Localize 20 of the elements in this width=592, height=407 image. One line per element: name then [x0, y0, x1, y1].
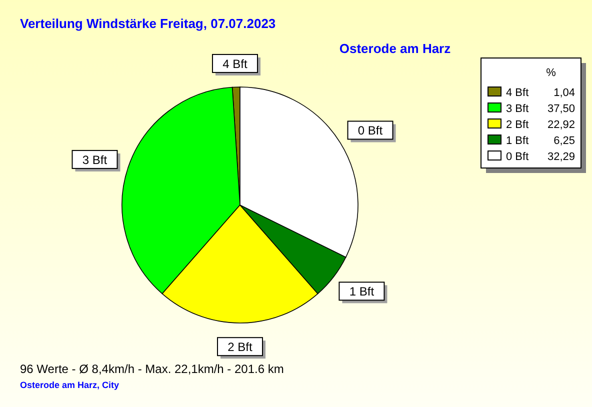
slice-label: 1 Bft [349, 284, 375, 299]
legend-label: 1 Bft [506, 135, 529, 147]
legend-label: 0 Bft [506, 151, 529, 163]
legend-label: 4 Bft [506, 87, 529, 99]
slice-label: 4 Bft [222, 56, 248, 71]
data-label: 6,25 [554, 135, 575, 147]
text: 96 Werte - Ø 8,4km/h - Max. 22,1km/h - 201.6 km [20, 362, 284, 376]
chart-title: Verteilung Windstärke Freitag, 07.07.2023 [20, 16, 276, 31]
chart-subtitle: Osterode am Harz [339, 41, 452, 56]
text: Osterode am Harz, City [20, 380, 120, 390]
legend-label: 3 Bft [506, 103, 529, 115]
legend-title: % [546, 67, 556, 79]
slice-label: 2 Bft [228, 340, 253, 354]
data-label: 1,04 [554, 87, 575, 99]
slice-label: 0 Bft [358, 124, 384, 138]
data-label: 22,92 [547, 119, 575, 131]
data-label: 32,29 [547, 151, 575, 163]
slice-label: 3 Bft [82, 152, 108, 167]
legend-label: 2 Bft [506, 119, 529, 131]
data-label: 37,50 [547, 103, 575, 115]
